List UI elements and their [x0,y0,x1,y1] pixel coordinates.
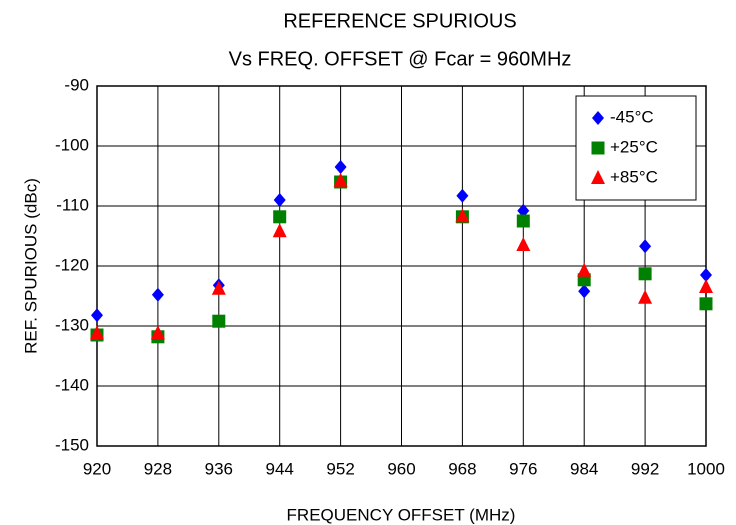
y-tick-label: -150 [55,435,89,454]
data-point [151,287,164,302]
y-tick-label: -130 [55,315,89,334]
legend-label: +85°C [610,167,658,186]
x-tick-label: 960 [387,459,415,478]
x-tick-label: 944 [266,459,294,478]
x-tick-label: 1000 [687,459,725,478]
data-point [273,210,287,224]
x-tick-label: 992 [631,459,659,478]
data-point [516,237,531,251]
legend-marker [591,141,605,155]
data-point [91,308,103,323]
data-point [455,208,470,223]
legend-marker [592,111,604,125]
data-point [638,289,653,304]
y-tick-label: -120 [55,255,89,274]
x-tick-label: 976 [509,459,537,478]
data-point [211,280,226,295]
chart-title: REFERENCE SPURIOUS [283,10,516,32]
y-tick-label: -100 [55,135,89,154]
data-point [150,325,165,340]
data-point [577,262,592,277]
x-tick-label: 968 [448,459,476,478]
legend-label: -45°C [610,107,654,126]
data-point [456,188,469,203]
data-point [273,193,286,207]
data-point [516,214,530,228]
data-point [578,284,591,299]
y-axis-label: REF. SPURIOUS (dBc) [21,178,40,354]
data-point [699,279,713,293]
x-tick-label: 936 [205,459,233,478]
x-tick-label: 952 [326,459,354,478]
data-point [212,314,226,328]
legend-marker [591,170,605,184]
data-point [700,268,712,282]
legend-label: +25°C [610,137,658,156]
x-axis-label: FREQUENCY OFFSET (MHz) [287,505,516,524]
chart-subtitle: Vs FREQ. OFFSET @ Fcar = 960MHz [229,48,572,70]
x-tick-label: 920 [83,459,111,478]
data-point [333,172,348,187]
plot-frame [96,85,707,447]
data-point [699,297,713,311]
data-point [272,223,287,238]
data-point [517,203,530,218]
data-point [90,325,104,340]
x-tick-label: 928 [144,459,172,478]
y-tick-label: -90 [64,75,89,94]
data-point [638,267,652,281]
x-tick-label: 984 [570,459,598,478]
y-tick-label: -140 [55,375,89,394]
data-point [334,160,347,174]
y-tick-label: -110 [56,195,89,214]
data-point [639,239,652,254]
